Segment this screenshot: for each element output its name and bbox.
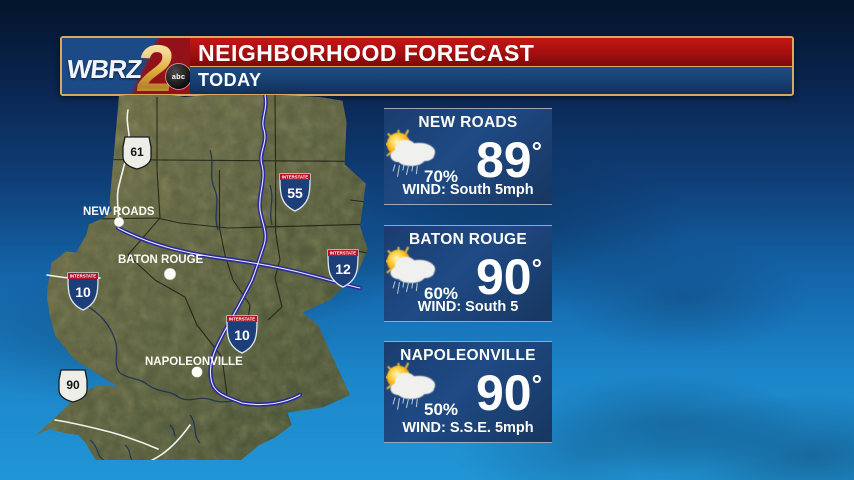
svg-text:61: 61 <box>130 145 144 159</box>
svg-text:10: 10 <box>234 327 250 343</box>
svg-text:INTERSTATE: INTERSTATE <box>70 274 96 279</box>
svg-text:BATON ROUGE: BATON ROUGE <box>118 254 204 266</box>
svg-text:NAPOLEONVILLE: NAPOLEONVILLE <box>145 356 243 368</box>
svg-text:NEW ROADS: NEW ROADS <box>83 206 155 218</box>
svg-text:10: 10 <box>75 284 91 300</box>
svg-text:12: 12 <box>335 261 351 277</box>
svg-text:90: 90 <box>66 378 80 392</box>
svg-text:INTERSTATE: INTERSTATE <box>330 251 356 256</box>
svg-text:55: 55 <box>287 185 303 201</box>
svg-text:INTERSTATE: INTERSTATE <box>229 317 255 322</box>
svg-text:INTERSTATE: INTERSTATE <box>282 175 308 180</box>
